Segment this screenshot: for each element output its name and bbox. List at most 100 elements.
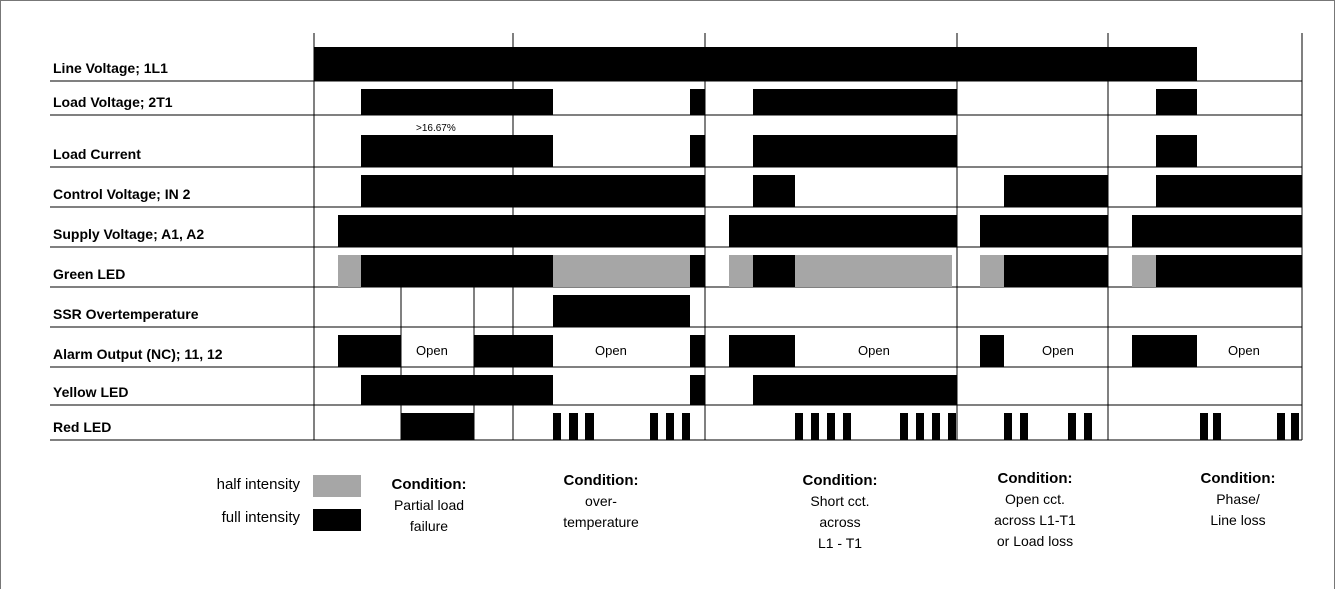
signal-segment	[401, 413, 474, 440]
condition-line: Line loss	[1210, 512, 1266, 528]
signal-segment	[916, 413, 924, 440]
signal-segment	[753, 375, 957, 405]
signal-segment	[361, 89, 553, 115]
signal-segment	[980, 215, 1108, 247]
signal-segment	[948, 413, 956, 440]
signal-segment	[1020, 413, 1028, 440]
legend-half-swatch	[313, 475, 361, 497]
signal-segment	[553, 295, 690, 327]
condition-line: or Load loss	[996, 533, 1074, 549]
signal-segment	[569, 413, 578, 440]
condition-overtemperature: Condition: over- temperature	[541, 470, 661, 533]
signal-segment	[827, 413, 835, 440]
condition-open-circuit: Condition: Open cct. across L1-T1 or Loa…	[965, 468, 1105, 552]
condition-line: Short cct.	[810, 493, 870, 509]
condition-line: Partial load	[393, 497, 465, 513]
row-label: Load Current	[53, 146, 141, 162]
open-labels: Open Open Open Open Open	[416, 343, 1260, 358]
signal-segment	[474, 335, 553, 367]
row-label: SSR Overtemperature	[53, 306, 199, 322]
row-label: Load Voltage; 2T1	[53, 94, 173, 110]
signal-segment	[1277, 413, 1285, 440]
legend-half-label: half intensity	[216, 476, 300, 493]
signal-segment	[1132, 335, 1197, 367]
condition-line: across	[819, 514, 861, 530]
open-label: Open	[595, 343, 627, 358]
signal-bars	[314, 47, 1302, 440]
signal-segment	[1156, 135, 1197, 167]
signal-segment	[795, 255, 952, 287]
signal-segment	[729, 255, 753, 287]
signal-segment	[338, 335, 401, 367]
row-label: Control Voltage; IN 2	[53, 186, 191, 202]
signal-segment	[690, 89, 705, 115]
signal-segment	[338, 215, 705, 247]
signal-segment	[585, 413, 594, 440]
row-label: Yellow LED	[53, 384, 128, 400]
signal-segment	[1084, 413, 1092, 440]
signal-segment	[1213, 413, 1221, 440]
row-labels: Line Voltage; 1L1 Load Voltage; 2T1 Load C…	[53, 60, 223, 435]
signal-segment	[1004, 175, 1108, 207]
signal-segment	[690, 135, 705, 167]
signal-segment	[553, 255, 690, 287]
signal-segment	[1004, 413, 1012, 440]
signal-segment	[314, 47, 1197, 81]
signal-segment-reduced	[401, 141, 474, 167]
signal-segment	[338, 255, 361, 287]
signal-segment	[1200, 413, 1208, 440]
condition-phase-loss: Condition: Phase/ Line loss	[1178, 468, 1298, 531]
open-label: Open	[1042, 343, 1074, 358]
signal-segment	[795, 413, 803, 440]
signal-segment	[1156, 175, 1302, 207]
signal-segment	[729, 215, 957, 247]
condition-title: Condition:	[391, 476, 467, 493]
condition-line: Phase/	[1216, 491, 1260, 507]
row-label: Line Voltage; 1L1	[53, 60, 168, 76]
row-label: Green LED	[53, 266, 125, 282]
signal-segment	[361, 255, 553, 287]
open-label: Open	[858, 343, 890, 358]
signal-segment	[900, 413, 908, 440]
signal-segment	[361, 175, 705, 207]
condition-line: failure	[409, 518, 449, 534]
condition-line: over-	[585, 493, 617, 509]
condition-line: temperature	[563, 514, 639, 530]
signal-segment	[690, 375, 705, 405]
condition-line: across L1-T1	[994, 512, 1076, 528]
condition-line: L1 - T1	[817, 535, 863, 551]
condition-title: Condition:	[1200, 470, 1276, 487]
legend-full-label: full intensity	[221, 509, 300, 526]
signal-segment	[682, 413, 690, 440]
signal-segment	[729, 335, 795, 367]
signal-segment	[1068, 413, 1076, 440]
signal-segment	[690, 335, 705, 367]
signal-segment	[753, 255, 795, 287]
signal-segment	[843, 413, 851, 440]
signal-segment	[1156, 89, 1197, 115]
signal-segment	[1132, 255, 1156, 287]
threshold-annotation: >16.67%	[416, 123, 456, 134]
signal-segment	[666, 413, 674, 440]
signal-segment	[753, 175, 795, 207]
condition-line: Open cct.	[1005, 491, 1065, 507]
legend-full-swatch	[313, 509, 361, 531]
condition-partial-load: Condition: Partial load failure	[369, 474, 489, 537]
signal-segment	[650, 413, 658, 440]
signal-segment	[1291, 413, 1299, 440]
condition-title: Condition:	[563, 472, 639, 489]
signal-segment	[361, 375, 553, 405]
signal-segment	[1132, 215, 1302, 247]
signal-segment	[932, 413, 940, 440]
row-label: Alarm Output (NC); 11, 12	[53, 346, 223, 362]
open-label: Open	[1228, 343, 1260, 358]
condition-short-circuit: Condition: Short cct. across L1 - T1	[770, 470, 910, 554]
row-label: Supply Voltage; A1, A2	[53, 226, 204, 242]
row-label: Red LED	[53, 419, 111, 435]
signal-segment	[553, 413, 561, 440]
condition-title: Condition:	[802, 472, 878, 489]
signal-segment	[980, 335, 1004, 367]
signal-segment	[753, 135, 957, 167]
signal-segment	[1156, 255, 1302, 287]
